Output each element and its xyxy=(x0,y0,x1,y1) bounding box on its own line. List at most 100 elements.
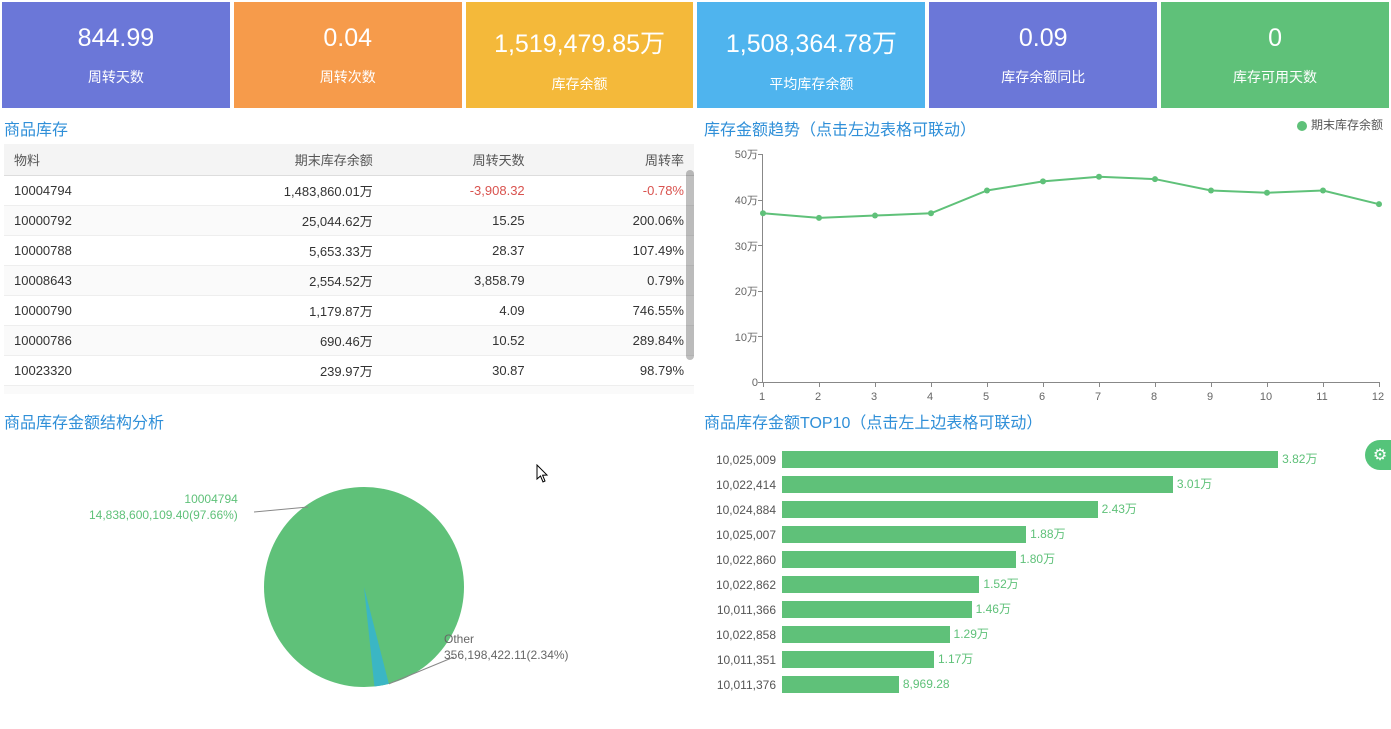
kpi-card-2[interactable]: 1,519,479.85万库存余额 xyxy=(466,2,694,108)
table-cell: 200.06% xyxy=(535,206,694,236)
bar-row[interactable]: 10,011,3511.17万 xyxy=(704,647,1387,672)
table-row[interactable]: 100007901,179.87万4.09746.55% xyxy=(4,296,694,326)
bar-value: 1.80万 xyxy=(1016,551,1055,568)
bar-row[interactable]: 10,022,862 1.52万 xyxy=(704,572,1387,597)
table-cell: 10000788 xyxy=(4,236,162,266)
y-axis-label: 40万 xyxy=(735,192,758,208)
table-cell: 28.37 xyxy=(383,236,535,266)
kpi-value: 844.99 xyxy=(10,24,222,53)
bar-fill xyxy=(782,526,1026,543)
bar-row[interactable]: 10,025,0093.82万 xyxy=(704,447,1387,472)
bar-category: 10,011,351 xyxy=(704,653,782,667)
table-cell: 690.46万 xyxy=(162,326,383,356)
bar-category: 10,024,884 xyxy=(704,503,782,517)
bar-row[interactable]: 10,025,007 1.88万 xyxy=(704,522,1387,547)
trend-legend: 期末库存余额 xyxy=(1297,116,1383,133)
pie-chart[interactable]: 10004794 14,838,600,109.40(97.66%) Other… xyxy=(4,437,694,717)
table-cell: 1,483,860.01万 xyxy=(162,176,383,206)
table-cell: 10.52 xyxy=(383,326,535,356)
table-cell: 10000786 xyxy=(4,326,162,356)
table-cell: 239.97万 xyxy=(162,356,383,386)
table-cell: 10000790 xyxy=(4,296,162,326)
table-row[interactable]: 1000079225,044.62万15.25200.06% xyxy=(4,206,694,236)
bar-category: 10,025,007 xyxy=(704,528,782,542)
settings-fab[interactable]: ⚙ xyxy=(1365,440,1391,470)
bar-value: 3.82万 xyxy=(1278,451,1317,468)
bar-value: 1.88万 xyxy=(1026,526,1065,543)
table-scrollbar[interactable] xyxy=(686,170,694,360)
kpi-value: 1,519,479.85万 xyxy=(474,24,686,60)
y-axis-label: 10万 xyxy=(735,329,758,345)
table-cell: 98.79% xyxy=(535,356,694,386)
gear-icon: ⚙ xyxy=(1373,445,1387,465)
kpi-label: 平均库存余额 xyxy=(705,74,917,94)
table-cell: 2,554.52万 xyxy=(162,266,383,296)
table-cell: 15.25 xyxy=(383,206,535,236)
kpi-label: 库存可用天数 xyxy=(1169,67,1381,87)
kpi-label: 库存余额同比 xyxy=(937,67,1149,87)
bar-category: 10,022,414 xyxy=(704,478,782,492)
table-row[interactable]: 100047941,483,860.01万-3,908.32-0.78% xyxy=(4,176,694,206)
bar-category: 10,022,862 xyxy=(704,578,782,592)
table-row[interactable]: 10024991198.82万45.0667.69% xyxy=(4,386,694,395)
table-cell: 289.84% xyxy=(535,326,694,356)
bar-value: 1.52万 xyxy=(979,576,1018,593)
trend-line-chart[interactable]: 010万20万30万40万50万123456789101112 xyxy=(704,148,1387,403)
bar-fill xyxy=(782,501,1098,518)
x-axis-label: 12 xyxy=(1372,391,1384,403)
y-axis-label: 20万 xyxy=(735,283,758,299)
y-axis-label: 50万 xyxy=(735,146,758,162)
bar-row[interactable]: 10,011,3768,969.28 xyxy=(704,672,1387,697)
table-cell: 4.09 xyxy=(383,296,535,326)
table-cell: 10004794 xyxy=(4,176,162,206)
kpi-label: 库存余额 xyxy=(474,74,686,94)
kpi-card-4[interactable]: 0.09库存余额同比 xyxy=(929,2,1157,108)
table-cell: 10000792 xyxy=(4,206,162,236)
kpi-row: 844.99周转天数0.04周转次数1,519,479.85万库存余额1,508… xyxy=(0,0,1391,110)
bar-row[interactable]: 10,022,860 1.80万 xyxy=(704,547,1387,572)
pie-panel: 商品库存金额结构分析 10004794 14,838,600,109.40(97… xyxy=(4,403,694,717)
x-axis-label: 1 xyxy=(759,391,765,403)
bar-row[interactable]: 10,011,3661.46万 xyxy=(704,597,1387,622)
bar-fill xyxy=(782,676,899,693)
table-row[interactable]: 10023320239.97万30.8798.79% xyxy=(4,356,694,386)
table-row[interactable]: 100086432,554.52万3,858.790.79% xyxy=(4,266,694,296)
table-row[interactable]: 10000786690.46万10.52289.84% xyxy=(4,326,694,356)
table-header[interactable]: 期末库存余额 xyxy=(162,144,383,176)
panel-title-top10: 商品库存金额TOP10（点击左上边表格可联动） xyxy=(704,403,1387,437)
x-axis-label: 7 xyxy=(1095,391,1101,403)
kpi-card-1[interactable]: 0.04 周转次数 xyxy=(234,2,462,108)
kpi-value: 0.04 xyxy=(242,24,454,53)
table-row[interactable]: 100007885,653.33万28.37107.49% xyxy=(4,236,694,266)
x-axis-label: 2 xyxy=(815,391,821,403)
inventory-table[interactable]: 物料期末库存余额周转天数周转率 100047941,483,860.01万-3,… xyxy=(4,144,694,394)
table-cell: 10024991 xyxy=(4,386,162,395)
trend-legend-label: 期末库存余额 xyxy=(1311,118,1383,132)
bar-row[interactable]: 10,022,4143.01万 xyxy=(704,472,1387,497)
table-header[interactable]: 物料 xyxy=(4,144,162,176)
kpi-card-0[interactable]: 844.99周转天数 xyxy=(2,2,230,108)
table-cell: 1,179.87万 xyxy=(162,296,383,326)
bar-value: 2.43万 xyxy=(1098,501,1137,518)
kpi-card-3[interactable]: 1,508,364.78万平均库存余额 xyxy=(697,2,925,108)
bar-row[interactable]: 10,022,8581.29万 xyxy=(704,622,1387,647)
table-cell: -3,908.32 xyxy=(383,176,535,206)
x-axis-label: 5 xyxy=(983,391,989,403)
table-cell: 67.69% xyxy=(535,386,694,395)
table-header[interactable]: 周转天数 xyxy=(383,144,535,176)
kpi-label: 周转次数 xyxy=(242,67,454,87)
panel-title-table: 商品库存 xyxy=(4,110,694,144)
bar-fill xyxy=(782,551,1016,568)
bar-category: 10,022,858 xyxy=(704,628,782,642)
pie-other-name: Other xyxy=(444,632,569,648)
bar-category: 10,022,860 xyxy=(704,553,782,567)
x-axis-label: 3 xyxy=(871,391,877,403)
top10-bar-chart[interactable]: 10,025,0093.82万10,022,4143.01万10,024,884… xyxy=(704,447,1387,697)
bar-fill xyxy=(782,451,1278,468)
bar-fill xyxy=(782,476,1173,493)
x-axis-label: 4 xyxy=(927,391,933,403)
table-header[interactable]: 周转率 xyxy=(535,144,694,176)
bar-row[interactable]: 10,024,884 2.43万 xyxy=(704,497,1387,522)
kpi-card-5[interactable]: 0库存可用天数 xyxy=(1161,2,1389,108)
x-axis-label: 9 xyxy=(1207,391,1213,403)
